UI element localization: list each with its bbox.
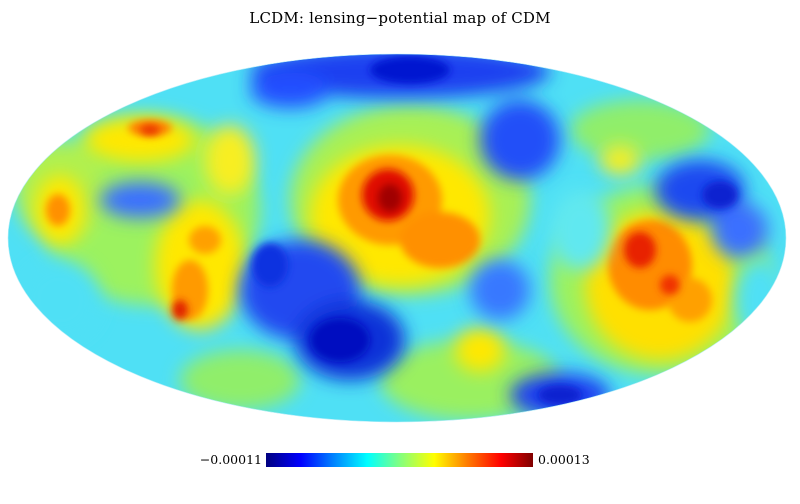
colorbar-min-label: −0.00011 (199, 452, 262, 467)
map-outline (7, 53, 787, 423)
colorbar-max-label: 0.00013 (538, 452, 590, 467)
dark-red-core (378, 184, 402, 212)
deep-blue-cores (252, 56, 738, 405)
map-field (8, 54, 786, 422)
map-title: LCDM: lensing−potential map of CDM (249, 9, 551, 27)
colorbar (266, 453, 533, 467)
